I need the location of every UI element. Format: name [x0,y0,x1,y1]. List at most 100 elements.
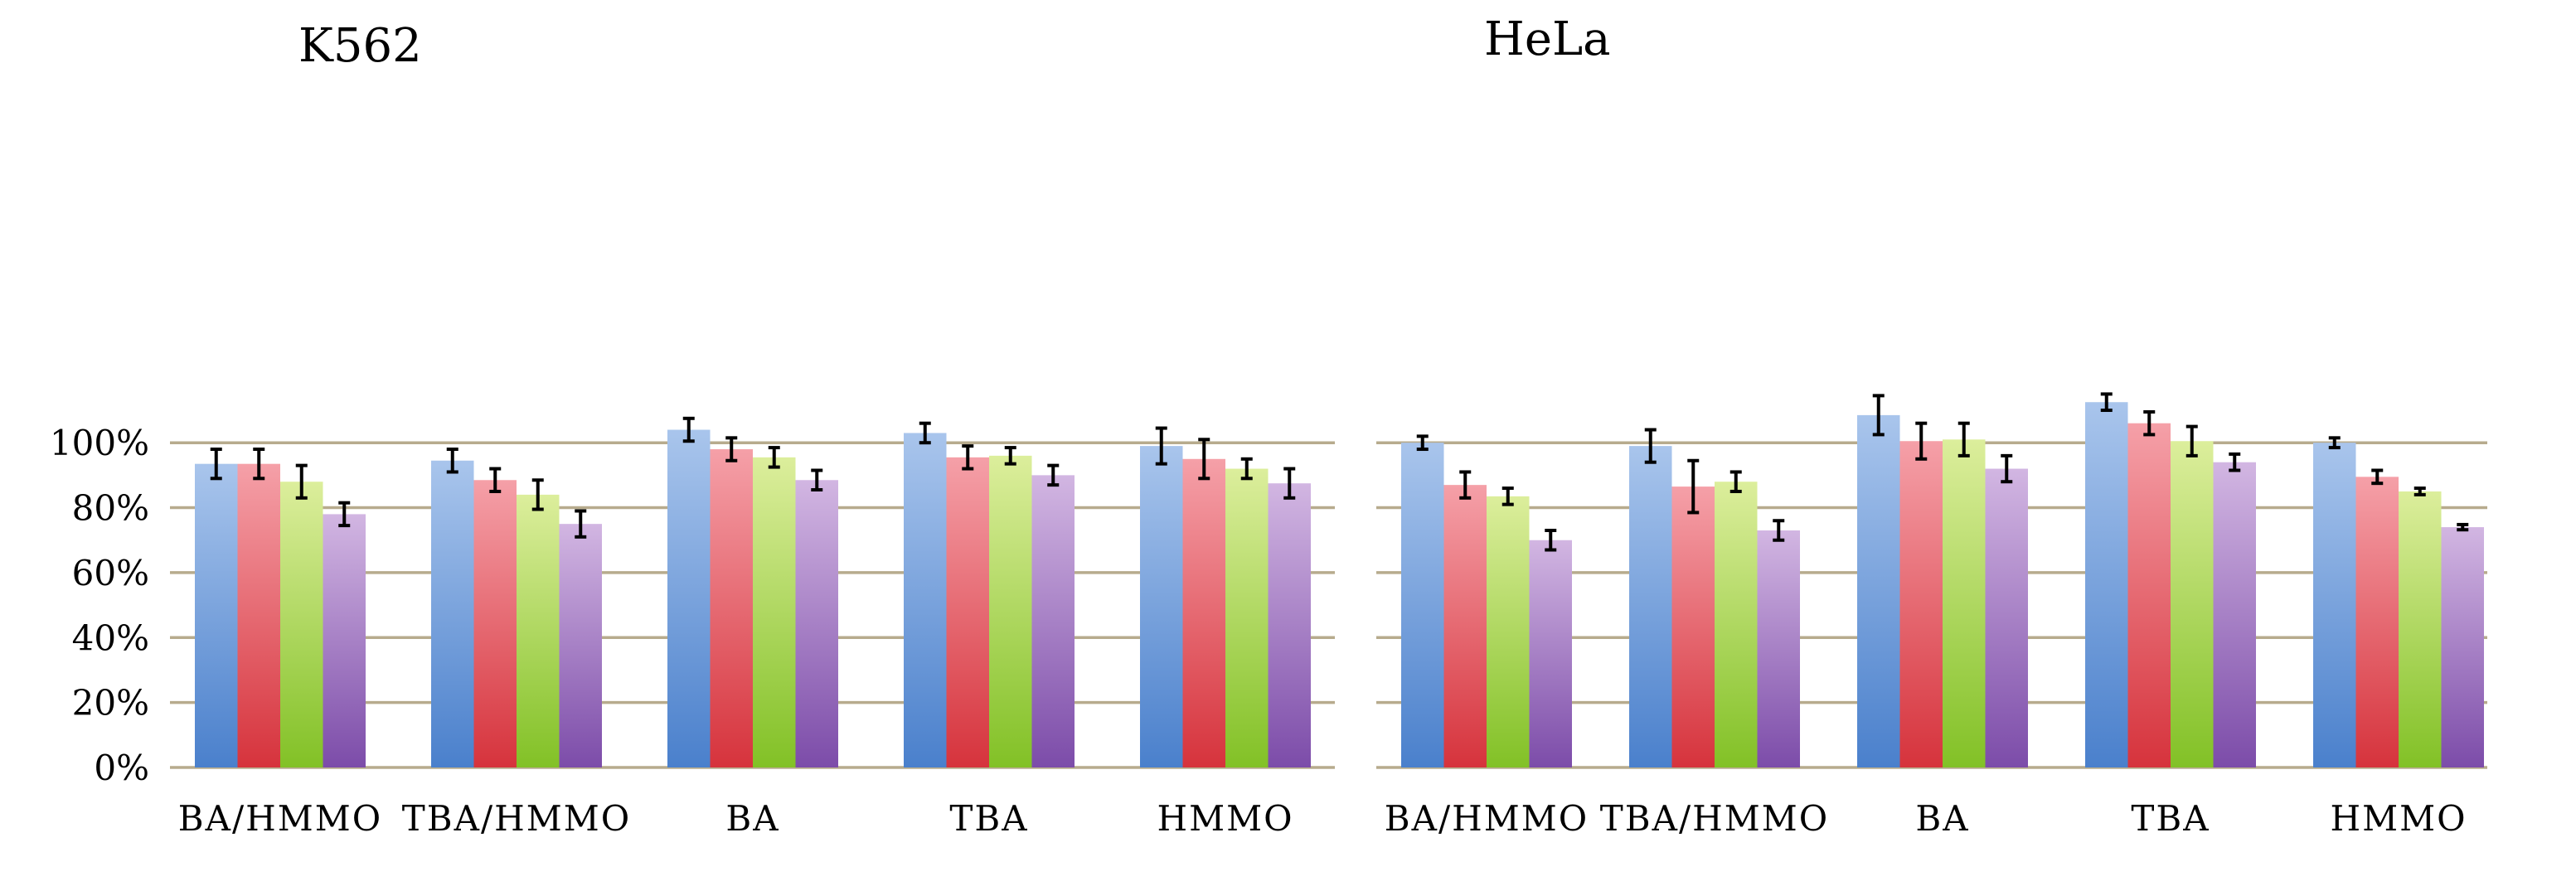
chart-panel-hela: HeLa BA/HMMO TBA/HMMO BA TBA HMMO [1376,12,2487,839]
bar [1529,540,1572,767]
bar [1182,458,1225,767]
error-bar [919,421,931,445]
bar [559,524,602,767]
error-bar [2371,468,2384,486]
error-bar [1872,394,1885,437]
bar [2441,527,2484,767]
y-tick-label: 0% [94,748,149,788]
bar [710,449,753,767]
error-bar [2457,522,2469,532]
bar [1943,439,1986,767]
error-bar [338,501,351,528]
chart-panel-k562: K562 0% 20% 40% 60% 80% 100% BA/HMMO TBA/HMMO BA… [50,19,1335,839]
x-tick-label: BA/HMMO [1385,798,1589,839]
bar [2213,462,2256,767]
bar [1268,483,1311,767]
bar [1225,468,1269,767]
bar [1629,446,1672,767]
error-bar [2328,436,2341,450]
bar [473,480,517,767]
bar [1899,441,1943,767]
error-bar [1773,519,1785,542]
bar [1401,443,1444,767]
bar [1757,530,1800,767]
error-bar [1047,463,1060,487]
error-bar [1283,467,1296,500]
bar [904,433,947,767]
chart-title: HeLa [1484,12,1611,66]
error-bar [2413,486,2426,496]
error-bar [1501,486,1514,506]
bar [1671,486,1715,767]
bar [1487,496,1530,767]
error-bar [1545,528,1557,552]
error-bar [1687,458,1700,515]
bar [323,514,366,767]
bar [1857,414,1900,767]
error-bar [2001,453,2013,484]
bar [946,457,989,767]
error-bar [1644,428,1657,464]
error-bar [1459,470,1472,500]
error-bar [768,446,780,469]
x-tick-label: TBA/HMMO [402,798,631,839]
bar [2399,491,2442,767]
x-tick-label: HMMO [2330,798,2467,839]
bar [2127,423,2171,767]
x-tick-label: TBA/HMMO [1600,798,1829,839]
bar [989,455,1032,767]
bar [1985,468,2028,767]
bar [195,463,238,767]
x-tick-label: BA/HMMO [178,798,382,839]
bar [2313,443,2356,767]
bar [237,463,280,767]
bar [2085,402,2128,767]
x-tick-label: TBA [949,798,1028,839]
bar [517,494,560,767]
chart-title: K562 [298,19,422,73]
bar [1443,485,1487,767]
error-bar [1957,421,1970,457]
bar [280,482,323,767]
y-tick-label: 40% [72,617,149,658]
error-bar [531,478,544,511]
error-bar [1416,434,1429,452]
error-bar [962,444,974,471]
error-bar [489,467,502,493]
x-tick-label: TBA [2131,798,2210,839]
x-tick-label: HMMO [1157,798,1293,839]
error-bar [1915,421,1928,461]
bar [1140,446,1183,767]
bar [2355,477,2399,767]
error-bar [575,509,587,539]
bar [667,429,711,767]
error-bar [682,416,695,443]
x-tick-label: BA [1915,798,1969,839]
error-bar [1198,438,1210,481]
error-bar [295,463,308,500]
error-bar [2229,452,2241,472]
x-tick-label: BA [725,798,779,839]
bar [795,480,838,767]
bar [1715,482,1758,767]
error-bar [210,448,222,481]
error-bar [1004,446,1016,466]
y-tick-label: 20% [72,683,149,724]
bar [2171,441,2214,767]
error-bar [1240,457,1253,481]
error-bar [2100,392,2113,413]
error-bar [2185,424,2198,457]
y-tick-label: 100% [50,423,149,463]
bar [1031,475,1075,767]
y-tick-label: 80% [72,488,149,529]
error-bar [2143,409,2156,437]
error-bar [811,468,823,492]
error-bar [1729,470,1742,493]
error-bar [446,448,458,474]
error-bar [725,436,738,462]
y-tick-label: 60% [72,553,149,593]
bar [753,457,796,767]
error-bar [253,448,265,481]
